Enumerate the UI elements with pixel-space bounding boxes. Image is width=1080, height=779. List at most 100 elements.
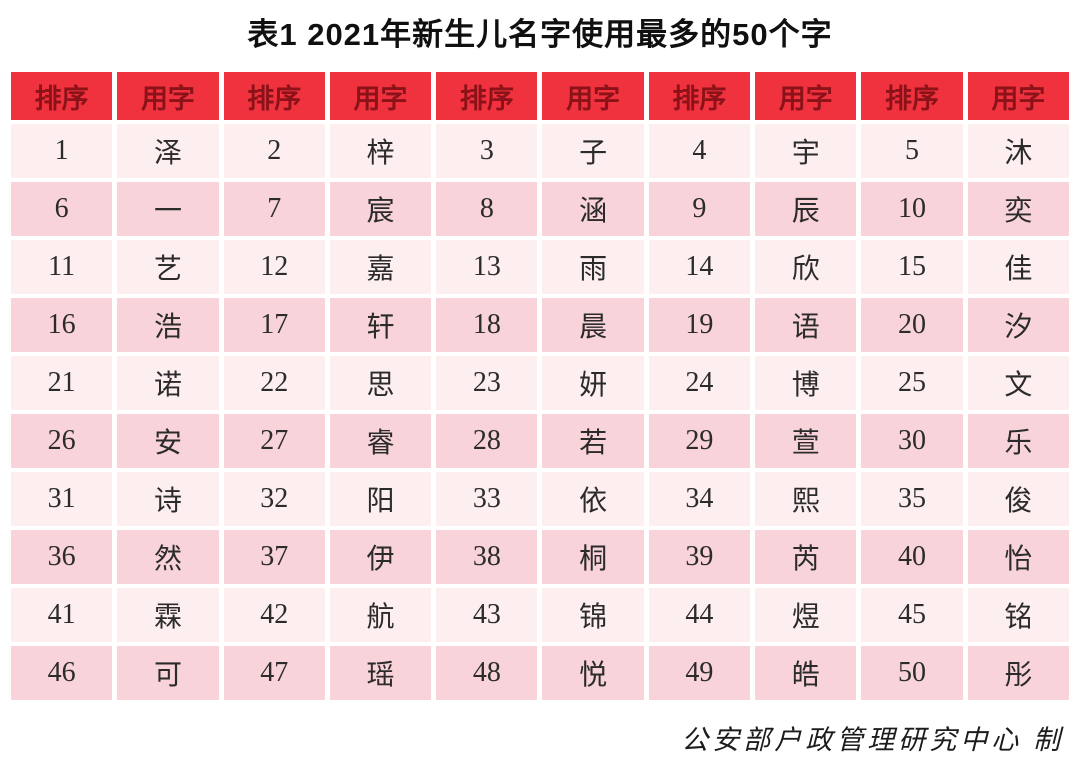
rank-cell: 35	[861, 472, 963, 526]
rank-header-cell: 排序	[861, 72, 963, 120]
rank-cell: 20	[861, 298, 963, 352]
char-cell: 诺	[117, 356, 219, 410]
table-row: 6 一 7 宸 8 涵 9 辰 10 奕	[11, 182, 1069, 236]
rank-header-cell: 排序	[223, 72, 325, 120]
char-cell: 一	[117, 182, 219, 236]
rank-cell: 23	[436, 356, 538, 410]
char-cell: 乐	[967, 414, 1069, 468]
rank-cell: 40	[861, 530, 963, 584]
rank-cell: 48	[436, 646, 538, 700]
char-cell: 瑶	[329, 646, 432, 700]
char-cell: 妍	[542, 356, 644, 410]
table-body: 1 泽 2 梓 3 子 4 宇 5 沐 6 一 7 宸 8 涵 9 辰 10 奕 11 艺 12 嘉 13 雨 14 欣 15 佳 16 浩 1…	[11, 124, 1069, 700]
rank-cell: 10	[861, 182, 963, 236]
rank-cell: 19	[648, 298, 751, 352]
char-cell: 宇	[755, 124, 857, 178]
table-row: 26 安 27 睿 28 若 29 萱 30 乐	[11, 414, 1069, 468]
char-cell: 欣	[755, 240, 857, 294]
char-cell: 然	[117, 530, 219, 584]
rank-cell: 5	[861, 124, 963, 178]
char-cell: 子	[542, 124, 644, 178]
char-cell: 沐	[967, 124, 1069, 178]
rank-cell: 37	[223, 530, 325, 584]
char-cell: 艺	[117, 240, 219, 294]
char-cell: 桐	[542, 530, 644, 584]
rank-cell: 47	[223, 646, 325, 700]
rank-cell: 24	[648, 356, 751, 410]
char-cell: 依	[542, 472, 644, 526]
rank-cell: 28	[436, 414, 538, 468]
rank-cell: 7	[223, 182, 325, 236]
rank-cell: 39	[648, 530, 751, 584]
char-cell: 怡	[967, 530, 1069, 584]
rank-cell: 26	[11, 414, 113, 468]
rank-cell: 43	[436, 588, 538, 642]
rank-cell: 27	[223, 414, 325, 468]
table-row: 16 浩 17 轩 18 晨 19 语 20 汐	[11, 298, 1069, 352]
char-cell: 佳	[967, 240, 1069, 294]
rank-cell: 9	[648, 182, 751, 236]
table-row: 31 诗 32 阳 33 依 34 熙 35 俊	[11, 472, 1069, 526]
char-cell: 梓	[329, 124, 432, 178]
rank-cell: 3	[436, 124, 538, 178]
char-cell: 悦	[542, 646, 644, 700]
rank-cell: 29	[648, 414, 751, 468]
char-cell: 霖	[117, 588, 219, 642]
char-cell: 锦	[542, 588, 644, 642]
rank-cell: 34	[648, 472, 751, 526]
char-header-cell: 用字	[755, 72, 857, 120]
rank-cell: 44	[648, 588, 751, 642]
rank-header-cell: 排序	[648, 72, 751, 120]
char-cell: 伊	[329, 530, 432, 584]
char-cell: 可	[117, 646, 219, 700]
rank-cell: 25	[861, 356, 963, 410]
char-cell: 阳	[329, 472, 432, 526]
rank-cell: 50	[861, 646, 963, 700]
char-cell: 煜	[755, 588, 857, 642]
char-cell: 诗	[117, 472, 219, 526]
char-cell: 萱	[755, 414, 857, 468]
rank-cell: 12	[223, 240, 325, 294]
char-header-cell: 用字	[542, 72, 644, 120]
rank-cell: 36	[11, 530, 113, 584]
char-header-cell: 用字	[117, 72, 219, 120]
rank-header-cell: 排序	[436, 72, 538, 120]
char-cell: 轩	[329, 298, 432, 352]
char-cell: 嘉	[329, 240, 432, 294]
char-cell: 宸	[329, 182, 432, 236]
source-attribution: 公安部户政管理研究中心 制	[681, 725, 1064, 755]
table-header: 排序 用字 排序 用字 排序 用字 排序 用字 排序 用字	[11, 72, 1069, 120]
rank-cell: 13	[436, 240, 538, 294]
char-header-cell: 用字	[967, 72, 1069, 120]
char-cell: 彤	[967, 646, 1069, 700]
rank-cell: 49	[648, 646, 751, 700]
rank-cell: 22	[223, 356, 325, 410]
char-cell: 涵	[542, 182, 644, 236]
char-cell: 睿	[329, 414, 432, 468]
rank-cell: 45	[861, 588, 963, 642]
char-cell: 泽	[117, 124, 219, 178]
rank-cell: 4	[648, 124, 751, 178]
rank-cell: 14	[648, 240, 751, 294]
rank-cell: 21	[11, 356, 113, 410]
rank-cell: 15	[861, 240, 963, 294]
char-cell: 文	[967, 356, 1069, 410]
rank-cell: 42	[223, 588, 325, 642]
char-cell: 若	[542, 414, 644, 468]
char-cell: 皓	[755, 646, 857, 700]
char-cell: 辰	[755, 182, 857, 236]
table-row: 46 可 47 瑶 48 悦 49 皓 50 彤	[11, 646, 1069, 700]
char-cell: 芮	[755, 530, 857, 584]
rank-cell: 17	[223, 298, 325, 352]
char-cell: 晨	[542, 298, 644, 352]
char-cell: 铭	[967, 588, 1069, 642]
rank-cell: 11	[11, 240, 113, 294]
char-cell: 航	[329, 588, 432, 642]
rank-cell: 38	[436, 530, 538, 584]
rank-cell: 16	[11, 298, 113, 352]
char-cell: 博	[755, 356, 857, 410]
char-cell: 思	[329, 356, 432, 410]
